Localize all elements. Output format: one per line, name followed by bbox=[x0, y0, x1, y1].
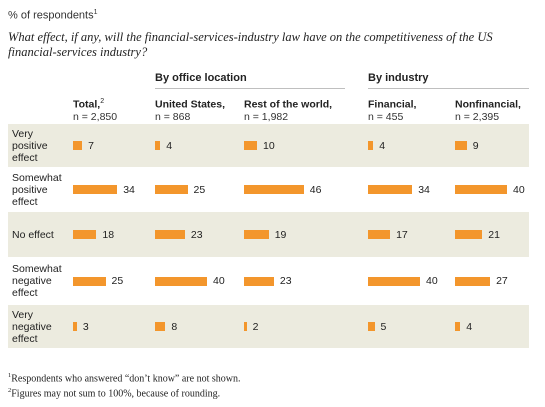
column-sample-size: n = 455 bbox=[368, 110, 404, 123]
footnote-1: 1Respondents who answered “don’t know” a… bbox=[8, 372, 241, 385]
footnotes: 1Respondents who answered “don’t know” a… bbox=[8, 370, 240, 401]
bar-value-label: 46 bbox=[309, 183, 322, 196]
bar bbox=[73, 185, 118, 194]
row-label: No effect bbox=[12, 228, 54, 241]
bar bbox=[244, 230, 269, 239]
column-title: Financial, bbox=[368, 98, 417, 111]
bar bbox=[73, 276, 106, 286]
bar-value-label: 19 bbox=[274, 228, 287, 241]
column-sample-size: n = 1,982 bbox=[244, 110, 289, 123]
column-header-2: United States, n = 868 bbox=[155, 96, 225, 123]
row-label: Very negative effect bbox=[12, 308, 52, 345]
table-row: No effect 18 23 19 17 21 bbox=[8, 212, 529, 257]
column-header-5: Nonfinancial, n = 2,395 bbox=[455, 96, 521, 123]
bar-value-label: 34 bbox=[418, 183, 430, 196]
column-header-4: Financial, n = 455 bbox=[368, 96, 416, 123]
column-footnote: 2 bbox=[100, 98, 105, 105]
bar bbox=[368, 230, 391, 239]
bar-value-label: 40 bbox=[213, 275, 225, 287]
column-title: Nonfinancial, bbox=[455, 98, 521, 111]
bar-value-label: 8 bbox=[171, 320, 178, 333]
bar bbox=[455, 322, 461, 331]
bar-value-label: 25 bbox=[193, 183, 206, 196]
bar-value-label: 9 bbox=[472, 139, 479, 152]
row-label: Very positive effect bbox=[12, 127, 48, 164]
table-row: Somewhat negative effect 25 40 23 40 27 bbox=[8, 257, 529, 305]
row-label: Somewhat positive effect bbox=[12, 171, 62, 208]
bar-value-label: 17 bbox=[396, 228, 408, 241]
bar bbox=[455, 185, 507, 194]
group-heading-office-location: By office location bbox=[155, 72, 247, 84]
bar-value-label: 5 bbox=[380, 320, 387, 333]
column-sample-size: n = 2,395 bbox=[455, 110, 500, 123]
bar bbox=[155, 185, 188, 194]
bar bbox=[244, 141, 257, 150]
table-row: Somewhat positive effect 34 25 46 34 40 bbox=[8, 167, 529, 212]
column-title: Rest of the world, bbox=[244, 98, 333, 111]
bar bbox=[455, 230, 483, 239]
bar bbox=[244, 185, 304, 194]
bar bbox=[368, 141, 374, 150]
group-rule-office-location bbox=[155, 88, 345, 89]
bar bbox=[155, 322, 166, 331]
bar bbox=[155, 276, 207, 286]
bar bbox=[155, 230, 185, 239]
row-label: Somewhat negative effect bbox=[12, 263, 62, 299]
bar bbox=[368, 322, 375, 331]
bar-value-label: 2 bbox=[252, 320, 259, 333]
unit-label: % of respondents1 bbox=[8, 9, 98, 22]
column-title: Total, bbox=[73, 98, 101, 111]
chart-question: What effect, if any, will the financial-… bbox=[8, 30, 493, 59]
group-heading-industry: By industry bbox=[368, 72, 429, 84]
bar-value-label: 10 bbox=[263, 139, 275, 152]
bar bbox=[455, 141, 467, 150]
bar-value-label: 23 bbox=[190, 228, 203, 241]
column-header-1: Total,2 n = 2,850 bbox=[73, 96, 117, 123]
bar-value-label: 3 bbox=[82, 320, 89, 333]
bar-value-label: 34 bbox=[123, 183, 135, 196]
bar-value-label: 40 bbox=[513, 183, 525, 196]
bar bbox=[368, 276, 420, 286]
bar bbox=[368, 185, 413, 194]
bar bbox=[73, 230, 97, 239]
bar bbox=[73, 322, 77, 331]
bar-value-label: 21 bbox=[488, 228, 500, 241]
bar bbox=[455, 276, 491, 286]
bar-value-label: 4 bbox=[166, 139, 173, 152]
column-sample-size: n = 2,850 bbox=[73, 110, 118, 123]
bar-value-label: 7 bbox=[88, 139, 94, 152]
bar-value-label: 27 bbox=[496, 275, 508, 287]
footnote-2: 2Figures may not sum to 100%, because of… bbox=[8, 387, 221, 400]
bar bbox=[155, 141, 161, 150]
bar-value-label: 40 bbox=[426, 275, 438, 287]
bar-value-label: 25 bbox=[111, 275, 124, 287]
bar-value-label: 4 bbox=[379, 139, 386, 152]
bar bbox=[73, 141, 83, 150]
bar bbox=[244, 322, 247, 331]
bar-value-label: 4 bbox=[466, 320, 473, 333]
bar bbox=[244, 276, 274, 286]
table-row: Very negative effect 3 8 2 5 4 bbox=[8, 305, 529, 348]
column-title: United States, bbox=[155, 98, 226, 111]
group-rule-industry bbox=[368, 88, 529, 89]
column-sample-size: n = 868 bbox=[155, 110, 191, 123]
table-row: Very positive effect 7 4 10 4 9 bbox=[8, 124, 529, 167]
bar-value-label: 23 bbox=[279, 275, 292, 287]
column-header-3: Rest of the world, n = 1,982 bbox=[244, 96, 332, 123]
bar-value-label: 18 bbox=[102, 228, 115, 241]
